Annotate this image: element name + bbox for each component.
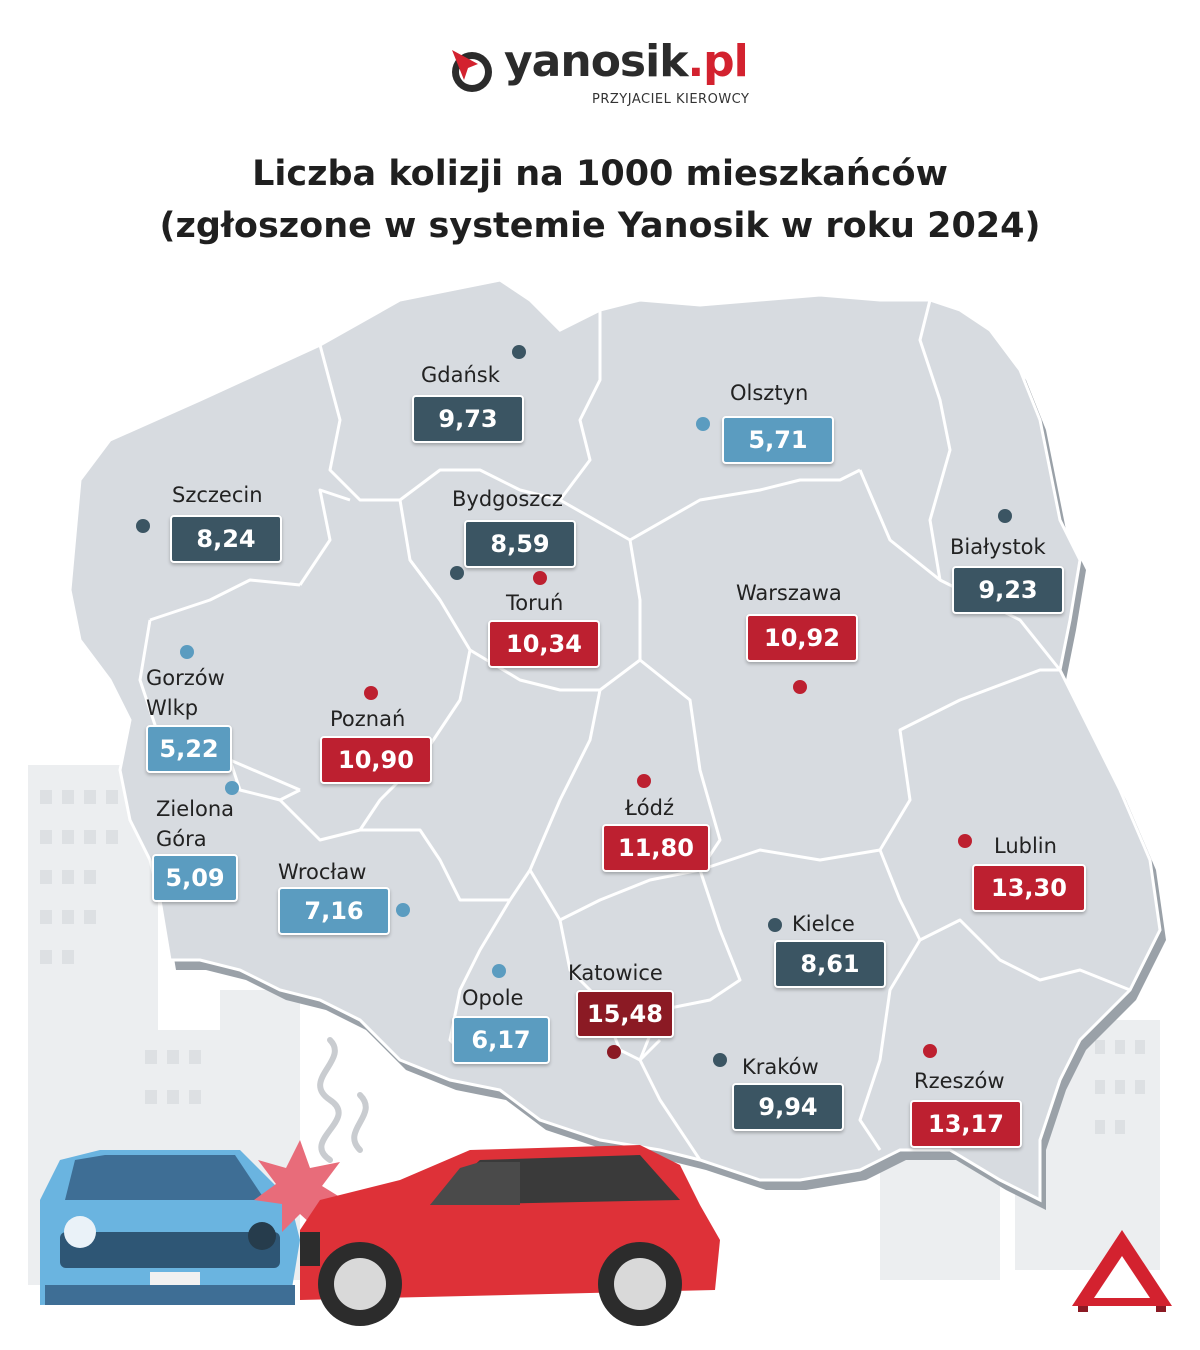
city-dot-bialystok [998, 509, 1012, 523]
city-label-rzeszow: Rzeszów [914, 1069, 1005, 1093]
value-badge-warszawa: 10,92 [746, 614, 858, 662]
value-badge-lodz: 11,80 [602, 824, 710, 872]
city-label-katowice: Katowice [568, 961, 663, 985]
city-label-kielce: Kielce [792, 912, 855, 936]
city-label-lublin: Lublin [994, 834, 1057, 858]
title-line-1: Liczba kolizji na 1000 mieszkańców [252, 154, 948, 194]
city-dot-poznan [364, 686, 378, 700]
city-dot-warszawa [793, 680, 807, 694]
city-label-gorzow-line2: Wlkp [146, 696, 199, 720]
city-label-szczecin: Szczecin [172, 483, 263, 507]
city-label-poznan: Poznań [330, 707, 406, 731]
voivodeship-borders [138, 299, 1131, 1161]
city-label-bialystok: Białystok [950, 535, 1046, 559]
city-dot-zielona-gora [225, 781, 239, 795]
value-badge-szczecin: 8,24 [170, 515, 282, 563]
city-label-zielona-line2: Góra [156, 827, 207, 851]
poland-map [68, 278, 1162, 1203]
city-dot-lublin [958, 834, 972, 848]
value-badge-lublin: 13,30 [972, 864, 1086, 912]
city-dot-szczecin [136, 519, 150, 533]
title-line-2: (zgłoszone w systemie Yanosik w roku 202… [159, 206, 1041, 246]
city-dot-torun [533, 571, 547, 585]
value-badge-bydgoszcz: 8,59 [464, 520, 576, 568]
city-label-gorzow-line1: Gorzów [146, 666, 225, 690]
brand-name-main: yanosik [504, 36, 688, 87]
value-badge-torun: 10,34 [488, 620, 600, 668]
value-badge-krakow: 9,94 [732, 1083, 844, 1131]
city-label-zielona-line1: Zielona [156, 797, 235, 821]
city-dot-lodz [637, 774, 651, 788]
city-label-lodz: Łódź [625, 796, 675, 820]
value-badge-gdansk: 9,73 [412, 395, 524, 443]
value-badge-gorzow: 5,22 [146, 725, 232, 773]
brand-logo: yanosik.pl PRZYJACIEL KIEROWCY [448, 36, 768, 112]
brand-name: yanosik.pl [504, 36, 749, 87]
city-dot-katowice [607, 1045, 621, 1059]
city-dot-gdansk [512, 345, 526, 359]
yanosik-logo-icon [452, 50, 492, 92]
value-badge-katowice: 15,48 [576, 990, 674, 1038]
city-dot-bydgoszcz [450, 566, 464, 580]
red-car-illustration [300, 1145, 720, 1326]
city-dot-kielce [768, 918, 782, 932]
brand-tagline: PRZYJACIEL KIEROWCY [592, 92, 750, 107]
city-dot-olsztyn [696, 417, 710, 431]
city-dot-rzeszow [923, 1044, 937, 1058]
value-badge-rzeszow: 13,17 [910, 1100, 1022, 1148]
blue-car-illustration [40, 1150, 300, 1305]
city-label-wroclaw: Wrocław [278, 860, 367, 884]
value-badge-wroclaw: 7,16 [278, 887, 390, 935]
city-label-gdansk: Gdańsk [421, 363, 500, 387]
value-badge-zielona-gora: 5,09 [152, 854, 238, 902]
page-title: Liczba kolizji na 1000 mieszkańców (zgło… [0, 148, 1200, 252]
value-badge-poznan: 10,90 [320, 736, 432, 784]
city-dot-gorzow [180, 645, 194, 659]
value-badge-bialystok: 9,23 [952, 566, 1064, 614]
city-dot-wroclaw [396, 903, 410, 917]
brand-name-suffix: .pl [687, 36, 748, 87]
warning-triangle-icon [1072, 1230, 1172, 1312]
value-badge-kielce: 8,61 [774, 940, 886, 988]
city-label-olsztyn: Olsztyn [730, 381, 809, 405]
city-label-bydgoszcz: Bydgoszcz [452, 487, 563, 511]
steam-icon [317, 1037, 369, 1163]
city-label-opole: Opole [462, 986, 524, 1010]
city-label-krakow: Kraków [742, 1055, 819, 1079]
value-badge-olsztyn: 5,71 [722, 416, 834, 464]
city-label-torun: Toruń [506, 591, 564, 615]
city-dot-krakow [713, 1053, 727, 1067]
city-label-warszawa: Warszawa [736, 581, 842, 605]
city-dot-opole [492, 964, 506, 978]
crash-burst-icon [254, 1140, 348, 1234]
value-badge-opole: 6,17 [452, 1016, 550, 1064]
